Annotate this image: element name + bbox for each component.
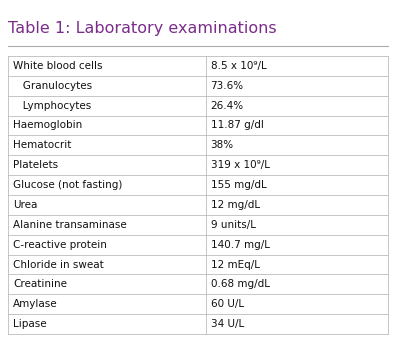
- Text: 12 mg/dL: 12 mg/dL: [211, 200, 260, 210]
- Bar: [8, 215, 388, 235]
- Bar: [8, 56, 388, 76]
- Text: Amylase: Amylase: [13, 299, 58, 309]
- Text: C-reactive protein: C-reactive protein: [13, 240, 107, 250]
- Text: 34 U/L: 34 U/L: [211, 319, 244, 329]
- Bar: [8, 96, 388, 116]
- Bar: [8, 116, 388, 135]
- Text: Granulocytes: Granulocytes: [13, 81, 92, 91]
- Text: Haemoglobin: Haemoglobin: [13, 120, 82, 131]
- Bar: [8, 155, 388, 175]
- Bar: [8, 254, 388, 274]
- Text: 11.87 g/dl: 11.87 g/dl: [211, 120, 263, 131]
- Bar: [8, 175, 388, 195]
- Text: Table 1: Laboratory examinations: Table 1: Laboratory examinations: [8, 22, 277, 36]
- Text: 60 U/L: 60 U/L: [211, 299, 244, 309]
- Text: 0.68 mg/dL: 0.68 mg/dL: [211, 279, 270, 289]
- Text: 319 x 10⁹/L: 319 x 10⁹/L: [211, 160, 270, 170]
- Bar: [8, 135, 388, 155]
- Text: 12 mEq/L: 12 mEq/L: [211, 260, 260, 269]
- Text: Hematocrit: Hematocrit: [13, 140, 71, 150]
- Text: 155 mg/dL: 155 mg/dL: [211, 180, 267, 190]
- Bar: [8, 76, 388, 96]
- Text: Platelets: Platelets: [13, 160, 58, 170]
- Text: Glucose (not fasting): Glucose (not fasting): [13, 180, 122, 190]
- Bar: [8, 314, 388, 334]
- Text: 9 units/L: 9 units/L: [211, 220, 255, 230]
- Bar: [8, 274, 388, 294]
- Bar: [8, 294, 388, 314]
- Text: Lymphocytes: Lymphocytes: [13, 101, 91, 111]
- Text: 8.5 x 10⁹/L: 8.5 x 10⁹/L: [211, 61, 267, 71]
- Text: 73.6%: 73.6%: [211, 81, 244, 91]
- Text: 140.7 mg/L: 140.7 mg/L: [211, 240, 270, 250]
- Text: Creatinine: Creatinine: [13, 279, 67, 289]
- Text: White blood cells: White blood cells: [13, 61, 103, 71]
- Bar: [8, 235, 388, 254]
- Text: 38%: 38%: [211, 140, 234, 150]
- Text: 26.4%: 26.4%: [211, 101, 244, 111]
- Text: Alanine transaminase: Alanine transaminase: [13, 220, 127, 230]
- Bar: [8, 195, 388, 215]
- Text: Lipase: Lipase: [13, 319, 47, 329]
- Text: Chloride in sweat: Chloride in sweat: [13, 260, 104, 269]
- Text: Urea: Urea: [13, 200, 37, 210]
